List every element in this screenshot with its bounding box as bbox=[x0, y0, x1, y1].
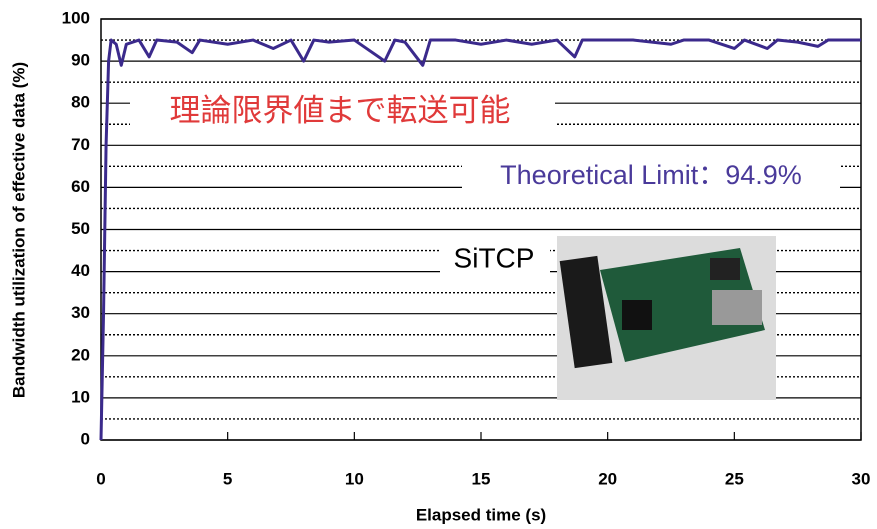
annotation: Theoretical Limit：94.9% bbox=[500, 160, 802, 190]
x-tick-label: 5 bbox=[223, 469, 232, 488]
y-tick-label: 70 bbox=[71, 135, 90, 154]
y-tick-label: 40 bbox=[71, 261, 90, 280]
y-tick-label: 90 bbox=[71, 51, 90, 70]
y-tick-label: 100 bbox=[62, 8, 90, 27]
y-tick-label: 50 bbox=[71, 219, 90, 238]
y-axis-label: Bandwidth utilization of effective data … bbox=[9, 62, 28, 398]
data-line bbox=[99, 38, 861, 441]
x-tick-label: 25 bbox=[725, 469, 744, 488]
x-tick-label: 10 bbox=[345, 469, 364, 488]
y-tick-label: 10 bbox=[71, 387, 90, 406]
y-tick-label: 20 bbox=[71, 345, 90, 364]
annotation-bg bbox=[462, 157, 840, 195]
y-tick-label: 0 bbox=[81, 429, 90, 448]
board-photo bbox=[557, 236, 776, 400]
annotation: 理論限界値まで転送可能 bbox=[170, 93, 511, 128]
annotation: SiTCP bbox=[454, 242, 535, 273]
x-tick-label: 20 bbox=[598, 469, 617, 488]
x-tick-label: 0 bbox=[96, 469, 105, 488]
annotation-bg bbox=[440, 238, 550, 280]
annotation-bg bbox=[130, 90, 555, 136]
y-tick-label: 80 bbox=[71, 93, 90, 112]
x-tick-label: 15 bbox=[472, 469, 491, 488]
x-axis-label: Elapsed time (s) bbox=[416, 505, 546, 524]
x-tick-label: 30 bbox=[852, 469, 871, 488]
y-tick-label: 30 bbox=[71, 303, 90, 322]
y-tick-label: 60 bbox=[71, 177, 90, 196]
